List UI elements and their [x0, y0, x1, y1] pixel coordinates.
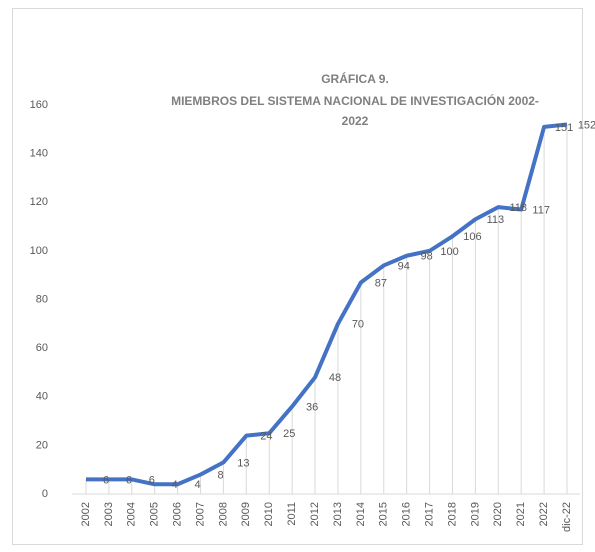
x-tick-label: 2004	[126, 502, 138, 526]
data-label: 48	[329, 372, 341, 384]
data-label: 24	[260, 431, 272, 443]
x-tick-label: 2015	[378, 502, 390, 526]
x-tick-label: 2007	[194, 502, 206, 526]
data-label: 4	[172, 479, 178, 491]
y-tick-label: 80	[36, 293, 48, 305]
x-tick-label: 2009	[240, 502, 252, 526]
data-label: 87	[375, 277, 387, 289]
x-tick-label: dic-22	[561, 502, 573, 532]
data-label: 70	[352, 319, 364, 331]
x-tick-label: 2014	[355, 502, 367, 526]
x-tick-label: 2021	[515, 502, 527, 526]
x-tick-label: 2018	[446, 502, 458, 526]
data-label: 6	[149, 474, 155, 486]
data-label: 117	[532, 204, 550, 216]
x-tick-label: 2012	[309, 502, 321, 526]
data-label: 113	[487, 214, 505, 226]
x-tick-label: 2010	[263, 502, 275, 526]
data-label: 106	[463, 231, 481, 243]
chart-frame	[12, 8, 583, 545]
x-tick-label: 2011	[286, 502, 298, 526]
data-label: 98	[421, 251, 433, 263]
data-label: 13	[237, 457, 249, 469]
data-label: 100	[440, 246, 458, 258]
x-tick-label: 2019	[469, 502, 481, 526]
data-label: 36	[306, 401, 318, 413]
data-label: 6	[103, 474, 109, 486]
x-tick-label: 2017	[423, 502, 435, 526]
data-label: 4	[195, 479, 201, 491]
x-tick-label: 2005	[149, 502, 161, 526]
line-series	[86, 122, 568, 487]
y-tick-label: 20	[36, 439, 48, 451]
y-tick-label: 100	[30, 245, 48, 257]
x-tick-label: 2006	[172, 502, 184, 526]
x-tick-label: 2003	[103, 502, 115, 526]
x-tick-label: 2002	[80, 502, 92, 526]
data-label: 151	[555, 122, 573, 134]
y-tick-label: 160	[30, 99, 48, 111]
y-tick-label: 0	[42, 488, 48, 500]
data-label: 94	[398, 260, 410, 272]
x-tick-label: 2022	[538, 502, 550, 526]
x-tick-label: 2008	[217, 502, 229, 526]
data-label: 25	[283, 428, 295, 440]
data-label: 8	[217, 469, 223, 481]
chart-title: 2022	[342, 114, 369, 128]
data-label: 152	[578, 119, 595, 131]
y-tick-label: 120	[30, 196, 48, 208]
x-tick-label: 2013	[332, 502, 344, 526]
data-label: 6	[126, 474, 132, 486]
y-tick-label: 140	[30, 148, 48, 160]
x-tick-label: 2016	[401, 502, 413, 526]
y-tick-label: 60	[36, 342, 48, 354]
y-tick-label: 40	[36, 391, 48, 403]
x-tick-label: 2020	[492, 502, 504, 526]
chart-title: MIEMBROS DEL SISTEMA NACIONAL DE INVESTI…	[171, 93, 539, 108]
data-label: 118	[510, 202, 528, 214]
chart-title: GRÁFICA 9.	[321, 71, 389, 86]
